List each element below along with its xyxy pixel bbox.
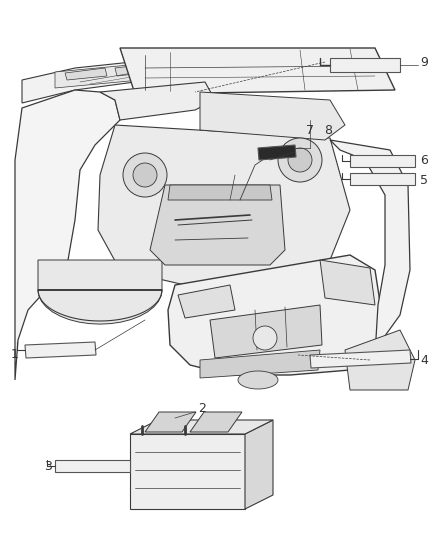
Polygon shape xyxy=(168,255,382,375)
Polygon shape xyxy=(345,330,415,390)
Ellipse shape xyxy=(238,371,278,389)
Polygon shape xyxy=(120,48,395,94)
Polygon shape xyxy=(100,82,215,120)
Circle shape xyxy=(288,148,312,172)
Polygon shape xyxy=(65,68,107,80)
Polygon shape xyxy=(145,412,196,432)
Text: 2: 2 xyxy=(198,401,206,415)
Polygon shape xyxy=(55,460,130,472)
Circle shape xyxy=(133,163,157,187)
Polygon shape xyxy=(168,185,272,200)
Polygon shape xyxy=(320,260,375,305)
Text: 4: 4 xyxy=(420,353,428,367)
Polygon shape xyxy=(38,260,162,324)
Polygon shape xyxy=(98,125,350,285)
Polygon shape xyxy=(130,434,245,509)
Polygon shape xyxy=(310,350,411,368)
Polygon shape xyxy=(150,185,285,265)
Polygon shape xyxy=(115,64,152,76)
Polygon shape xyxy=(25,342,96,358)
Circle shape xyxy=(253,326,277,350)
Polygon shape xyxy=(350,155,415,167)
Text: 1: 1 xyxy=(11,349,19,361)
Text: 9: 9 xyxy=(420,56,428,69)
Polygon shape xyxy=(350,173,415,185)
Text: 3: 3 xyxy=(44,461,52,473)
Text: 8: 8 xyxy=(324,124,332,136)
Polygon shape xyxy=(258,145,296,160)
Polygon shape xyxy=(330,140,410,355)
Polygon shape xyxy=(178,285,235,318)
Polygon shape xyxy=(130,420,273,434)
Polygon shape xyxy=(200,92,345,140)
Polygon shape xyxy=(330,58,400,72)
Text: 6: 6 xyxy=(420,155,428,167)
Polygon shape xyxy=(22,58,205,103)
Polygon shape xyxy=(200,350,320,378)
Polygon shape xyxy=(210,305,322,358)
Text: 5: 5 xyxy=(420,174,428,187)
Polygon shape xyxy=(15,90,120,380)
Polygon shape xyxy=(55,64,165,88)
Polygon shape xyxy=(245,420,273,509)
Polygon shape xyxy=(190,412,242,432)
Circle shape xyxy=(278,138,322,182)
Circle shape xyxy=(123,153,167,197)
Text: 7: 7 xyxy=(306,124,314,136)
